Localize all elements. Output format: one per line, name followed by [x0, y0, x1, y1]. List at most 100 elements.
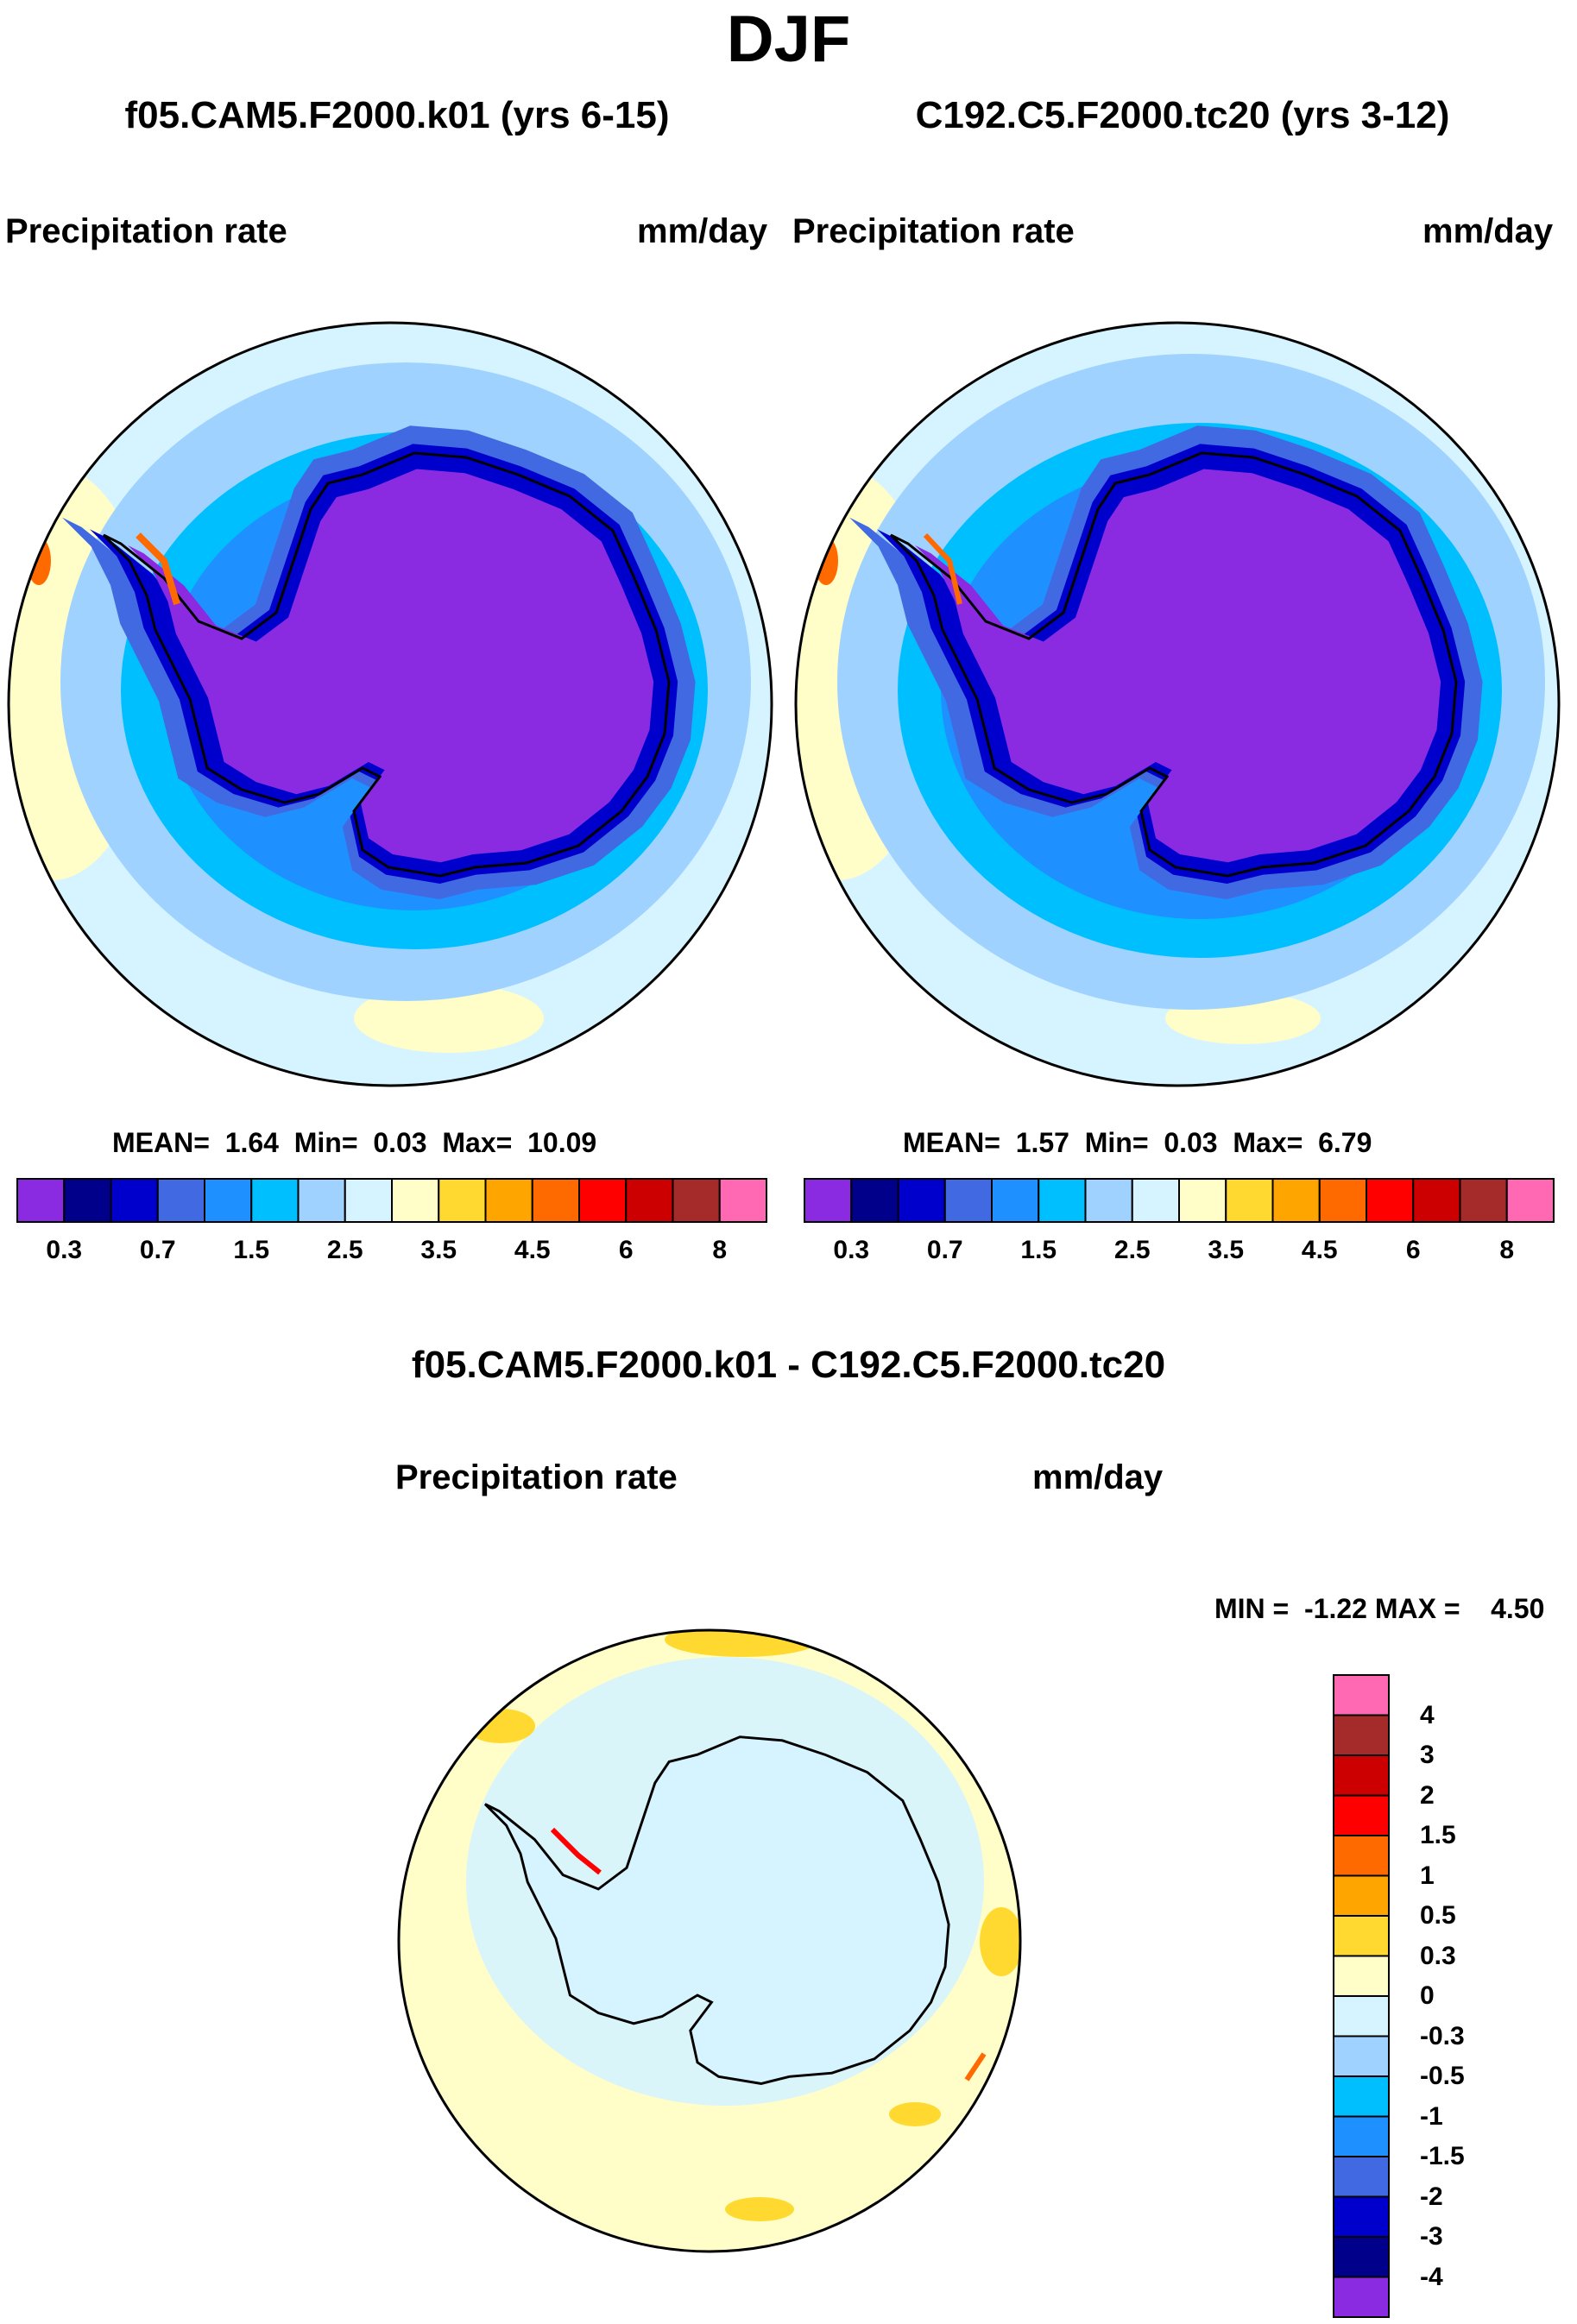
panel-1-colorbar — [16, 1178, 767, 1223]
panel-2-colorbar-tick-label: 1.5 — [1020, 1236, 1057, 1264]
panel-1-variable: Precipitation rate — [5, 212, 287, 250]
panel-1-colorbar-tick-label: 1.5 — [233, 1236, 270, 1264]
difference-colorbar-box — [1333, 2115, 1390, 2157]
difference-colorbar-tick-label: 1 — [1420, 1861, 1435, 1890]
difference-colorbar-tick-label: 0 — [1420, 1981, 1435, 2010]
panel-2-stats: MEAN= 1.57 Min= 0.03 Max= 6.79 — [903, 1127, 1372, 1158]
difference-colorbar-tick-label: 0.5 — [1420, 1901, 1456, 1930]
panel-1-colorbar-box — [438, 1178, 487, 1223]
panel-2-title: C192.C5.F2000.tc20 (yrs 3-12) — [915, 94, 1450, 136]
panel-1-colorbar-tick-label: 0.3 — [46, 1236, 83, 1264]
difference-colorbar-box — [1333, 1995, 1390, 2037]
difference-colorbar-tick-label: -1 — [1420, 2101, 1443, 2131]
panel-2-colorbar-box — [1225, 1178, 1274, 1223]
panel-1-colorbar-box — [344, 1178, 393, 1223]
difference-colorbar-tick-label: 1.5 — [1420, 1821, 1456, 1849]
panel-1-colorbar-tick-label: 2.5 — [326, 1236, 363, 1264]
panel-1-colorbar-box — [531, 1178, 580, 1223]
panel-2-colorbar-box — [1131, 1178, 1180, 1223]
difference-colorbar-tick-label: -2 — [1420, 2182, 1443, 2211]
difference-colorbar-tick-label: 3 — [1420, 1741, 1435, 1769]
main-title: DJF — [726, 3, 851, 76]
panel-2-colorbar-box — [1318, 1178, 1367, 1223]
difference-colorbar-tick-label: -3 — [1420, 2222, 1443, 2251]
panel-2-colorbar-tick-label: 3.5 — [1208, 1236, 1245, 1264]
panel-2-colorbar-box — [804, 1178, 853, 1223]
difference-colorbar-box — [1333, 2156, 1390, 2198]
difference-boundary — [397, 1628, 1022, 2253]
difference-colorbar-tick-label: -1.5 — [1420, 2142, 1465, 2170]
panel-2-colorbar-box — [1084, 1178, 1133, 1223]
difference-map — [399, 1630, 1020, 2252]
panel-2-colorbar-box — [1178, 1178, 1227, 1223]
difference-colorbar-box — [1333, 2195, 1390, 2238]
panel-1-stats: MEAN= 1.64 Min= 0.03 Max= 10.09 — [112, 1127, 597, 1158]
panel-2-colorbar-box — [1459, 1178, 1508, 1223]
difference-colorbar-box — [1333, 1874, 1390, 1917]
panel-1-colorbar-box — [156, 1178, 205, 1223]
panel-2-colorbar-box — [1412, 1178, 1461, 1223]
panel-2-colorbar-box — [1505, 1178, 1555, 1223]
difference-colorbar-box — [1333, 1835, 1390, 1877]
difference-colorbar-tick-label: -0.5 — [1420, 2062, 1465, 2090]
difference-colorbar — [1333, 1674, 1390, 2318]
panel-2-colorbar-tick-label: 8 — [1499, 1236, 1515, 1264]
panel-1-colorbar-box — [391, 1178, 440, 1223]
panel-2-colorbar-box — [850, 1178, 899, 1223]
panel-2-colorbar-tick-label: 6 — [1405, 1236, 1421, 1264]
panel-2-variable: Precipitation rate — [792, 212, 1075, 250]
panel-1-units: mm/day — [637, 212, 768, 250]
difference-colorbar-box — [1333, 2035, 1390, 2077]
difference-colorbar-tick-label: 0.3 — [1420, 1941, 1456, 1970]
panel-1-map — [9, 323, 772, 1086]
difference-colorbar-box — [1333, 1955, 1390, 1997]
panel-1-colorbar-box — [250, 1178, 300, 1223]
difference-units: mm/day — [1032, 1458, 1164, 1496]
panel-1-colorbar-box — [16, 1178, 66, 1223]
difference-colorbar-box — [1333, 1915, 1390, 1957]
difference-title: f05.CAM5.F2000.k01 - C192.C5.F2000.tc20 — [411, 1344, 1166, 1386]
difference-colorbar-box — [1333, 2276, 1390, 2318]
panel-2-units: mm/day — [1422, 212, 1554, 250]
difference-colorbar-tick-label: 2 — [1420, 1780, 1435, 1810]
panel-2-map — [796, 323, 1559, 1086]
difference-colorbar-tick-label: -4 — [1420, 2262, 1443, 2291]
panel-2-colorbar-tick-label: 4.5 — [1301, 1236, 1338, 1264]
panel-1-colorbar-box — [297, 1178, 346, 1223]
panel-2-colorbar-tick-label: 0.7 — [926, 1236, 963, 1264]
panel-2-colorbar-tick-label: 0.3 — [833, 1236, 870, 1264]
panel-1-title: f05.CAM5.F2000.k01 (yrs 6-15) — [124, 94, 670, 136]
difference-colorbar-box — [1333, 2075, 1390, 2118]
panel-2-colorbar-box — [1038, 1178, 1087, 1223]
panel-1-colorbar-box — [625, 1178, 674, 1223]
panel-2-colorbar-box — [1271, 1178, 1321, 1223]
panel-1-colorbar-tick-label: 8 — [712, 1236, 728, 1264]
panel-1-colorbar-box — [63, 1178, 112, 1223]
difference-colorbar-box — [1333, 2236, 1390, 2278]
difference-variable: Precipitation rate — [395, 1458, 678, 1496]
panel-1-colorbar-tick-label: 3.5 — [420, 1236, 457, 1264]
panel-1-boundary — [7, 321, 773, 1087]
panel-1-colorbar-box — [204, 1178, 253, 1223]
difference-colorbar-box — [1333, 1794, 1390, 1836]
panel-1-colorbar-box — [578, 1178, 628, 1223]
difference-colorbar-box — [1333, 1714, 1390, 1756]
panel-1-colorbar-box — [484, 1178, 533, 1223]
panel-2-colorbar-box — [1366, 1178, 1415, 1223]
difference-minmax: MIN = -1.22 MAX = 4.50 — [1214, 1593, 1545, 1624]
panel-2-colorbar-tick-label: 2.5 — [1113, 1236, 1151, 1264]
difference-colorbar-box — [1333, 1674, 1390, 1716]
panel-2-colorbar-box — [943, 1178, 993, 1223]
difference-colorbar-box — [1333, 1754, 1390, 1797]
panel-2-colorbar-box — [991, 1178, 1040, 1223]
panel-1-colorbar-tick-label: 4.5 — [514, 1236, 551, 1264]
panel-1-colorbar-box — [110, 1178, 159, 1223]
panel-2-colorbar-box — [897, 1178, 946, 1223]
panel-1-colorbar-box — [718, 1178, 767, 1223]
panel-2-boundary — [794, 321, 1561, 1087]
panel-1-colorbar-box — [672, 1178, 721, 1223]
difference-colorbar-tick-label: 4 — [1420, 1700, 1435, 1729]
panel-1-colorbar-tick-label: 0.7 — [139, 1236, 176, 1264]
difference-colorbar-tick-label: -0.3 — [1420, 2021, 1465, 2050]
